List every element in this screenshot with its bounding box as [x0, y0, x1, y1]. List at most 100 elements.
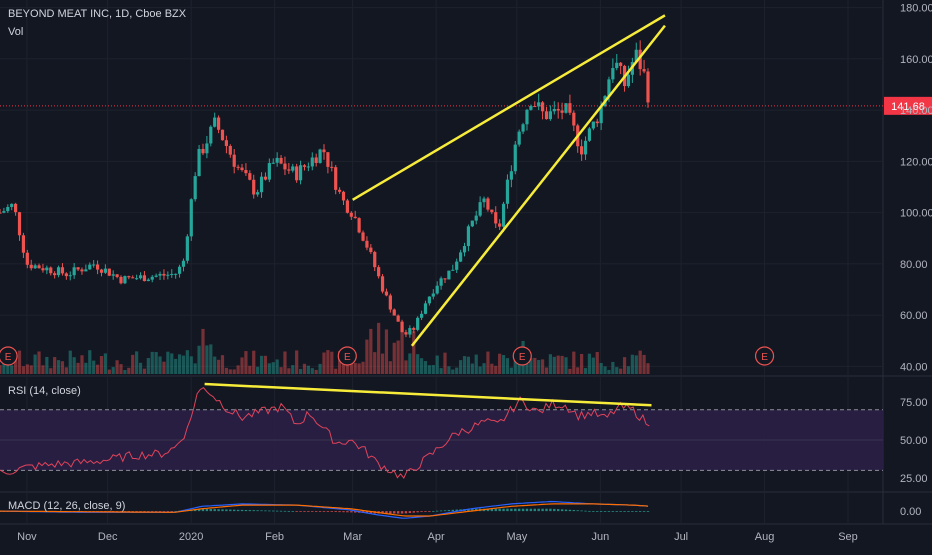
volume-bar — [459, 360, 463, 374]
candle-body — [338, 189, 342, 192]
macd-histogram-bar — [303, 511, 306, 512]
macd-histogram-bar — [221, 509, 224, 512]
volume-bar — [306, 365, 310, 374]
candle-body — [252, 179, 256, 195]
time-tick-label: Sep — [838, 531, 858, 543]
price-axis[interactable]: 141.68 180.00 160.00 140.00 120.00 100.00 80.0… — [884, 3, 932, 518]
candle-body — [416, 317, 420, 330]
macd-histogram-bar — [435, 510, 439, 512]
candle-body — [349, 212, 353, 217]
candle-body — [53, 273, 57, 276]
volume-bar — [369, 328, 373, 374]
volume-bar — [298, 368, 303, 374]
volume-bar — [107, 369, 111, 374]
volume-bar — [37, 351, 41, 374]
macd-histogram-bar — [467, 508, 470, 512]
volume-bar — [259, 355, 264, 374]
candle-body — [380, 276, 385, 292]
volume-bar — [174, 358, 178, 374]
candle-body — [302, 165, 307, 167]
volume-bar — [146, 357, 150, 374]
rsi-tick-label: 50.00 — [900, 435, 928, 447]
trendlines[interactable] — [204, 14, 666, 407]
macd-histogram-bar — [408, 511, 412, 513]
candle-body — [17, 212, 22, 236]
candle-body — [595, 121, 599, 124]
candle-body — [611, 68, 615, 80]
candle-body — [498, 223, 502, 227]
candle-body — [580, 146, 584, 155]
rsi-pane — [0, 387, 883, 479]
macd-histogram-bar — [314, 511, 318, 512]
macd-histogram-bar — [291, 511, 294, 512]
candle-body — [76, 267, 80, 270]
macd-histogram-bar — [510, 508, 513, 512]
macd-histogram-bar — [272, 510, 275, 512]
candle-body — [646, 71, 650, 103]
macd-histogram-bar — [268, 510, 271, 512]
time-tick-label: Aug — [755, 531, 775, 543]
earnings-marker — [754, 346, 775, 366]
macd-histogram-bar — [576, 510, 579, 512]
volume-bar — [341, 355, 346, 374]
earnings-marker — [0, 346, 18, 366]
macd-histogram-bar — [557, 509, 560, 512]
volume-bar — [580, 353, 584, 374]
time-tick-label: Feb — [265, 531, 284, 543]
macd-histogram-bar — [471, 508, 474, 512]
volume-bar — [68, 350, 72, 374]
macd-histogram-bar — [615, 511, 618, 512]
candle-body — [529, 106, 533, 110]
volume-bar — [220, 355, 225, 374]
time-axis[interactable]: Nov Dec 2020 Feb Mar Apr May Jun Jul Aug Sep — [17, 531, 858, 543]
volume-bar — [80, 355, 84, 374]
candle-body — [439, 278, 443, 286]
candle-body — [443, 278, 447, 280]
volume-bar — [95, 364, 100, 374]
volume-bar — [267, 363, 271, 374]
candle-body — [619, 62, 623, 66]
candle-body — [638, 49, 642, 70]
signal-line — [0, 503, 649, 517]
last-price-tag — [884, 96, 932, 115]
volume-bar — [283, 351, 287, 374]
candle-body — [334, 167, 338, 190]
volume-bar — [646, 363, 650, 374]
macd-histogram-bar — [424, 511, 427, 512]
macd-histogram-bar — [564, 509, 568, 512]
volume-bar — [560, 355, 564, 374]
candle-body — [408, 328, 412, 335]
candle-body — [88, 264, 92, 270]
candle-body — [0, 212, 2, 214]
volume-bar — [548, 354, 552, 374]
macd-tick-label: 0.00 — [900, 506, 921, 518]
volume-bar — [552, 356, 556, 374]
macd-histogram-bar — [443, 510, 447, 512]
candle-body — [197, 148, 201, 177]
time-tick-label: Jun — [591, 531, 609, 543]
candle-body — [544, 111, 549, 120]
volume-bar — [482, 363, 486, 374]
volume-bar — [345, 363, 350, 374]
price-tick-label: 180.00 — [900, 3, 932, 15]
macd-histogram-bar — [389, 511, 392, 514]
candle-body — [314, 157, 318, 163]
volume-bar — [209, 344, 213, 374]
volume-bar — [622, 357, 627, 374]
macd-histogram-bar — [596, 511, 599, 512]
macd-histogram-bar — [404, 511, 408, 514]
last-price-label: 141.68 — [891, 101, 925, 113]
candle-body — [111, 274, 115, 276]
volume-bar — [201, 328, 205, 374]
volume-bar — [92, 360, 96, 374]
volume-bar — [501, 354, 506, 374]
volume-bar — [135, 351, 139, 374]
macd-histogram-bar — [623, 511, 626, 512]
volume-bar — [29, 365, 33, 374]
volume-bar — [127, 367, 131, 374]
candle-body — [232, 154, 236, 167]
volume-bar — [638, 350, 642, 374]
candle-body — [259, 176, 264, 193]
candle-body — [228, 145, 232, 155]
